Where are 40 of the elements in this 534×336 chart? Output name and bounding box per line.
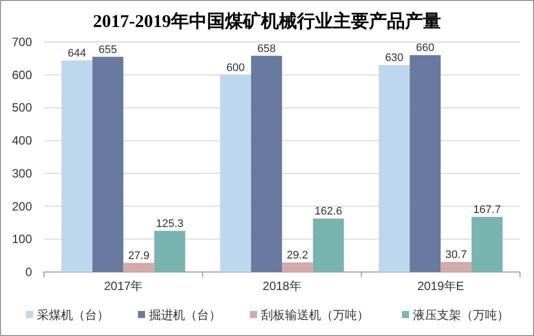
bar [92,56,124,272]
bar [251,56,282,272]
y-tick-label: 300 [12,166,32,180]
bar [154,230,186,272]
y-tick-label: 500 [12,100,32,115]
data-label: 27.9 [128,250,150,262]
bar [61,60,92,272]
bar [220,74,252,272]
data-label: 29.2 [286,249,308,262]
data-label: 658 [257,42,276,55]
y-tick-label: 600 [12,68,32,82]
data-label: 162.6 [314,206,342,218]
bar [410,55,441,272]
data-label: 655 [98,44,118,56]
legend-label: 刮板输送机（万吨） [261,308,369,322]
x-tick-label: 2018年 [262,279,302,293]
bar [312,218,344,272]
bar [282,262,313,272]
y-tick-label: 400 [12,134,32,148]
y-tick-label: 0 [25,265,32,279]
data-label: 660 [416,42,434,54]
x-tick-label: 2017年 [104,279,143,293]
y-tick-label: 100 [12,232,32,246]
bar [440,262,472,272]
data-label: 167.7 [473,204,501,216]
bar [378,65,410,272]
data-label: 630 [385,52,404,64]
data-label: 644 [68,47,86,60]
x-tick-label: 2019年E [417,279,464,293]
y-tick-label: 200 [12,199,32,214]
chart-title: 2017-2019年中国煤矿机械行业主要产品产量 [93,11,441,31]
y-tick-label: 700 [12,35,32,49]
bar [123,262,154,272]
legend-label: 液压支架（万吨） [413,308,509,322]
bar [472,216,503,272]
legend-label: 采煤机（台） [37,308,109,322]
data-label: 125.3 [156,218,184,230]
legend-label: 掘进机（台） [149,308,221,322]
data-label: 600 [226,62,245,74]
data-label: 30.7 [445,248,467,261]
